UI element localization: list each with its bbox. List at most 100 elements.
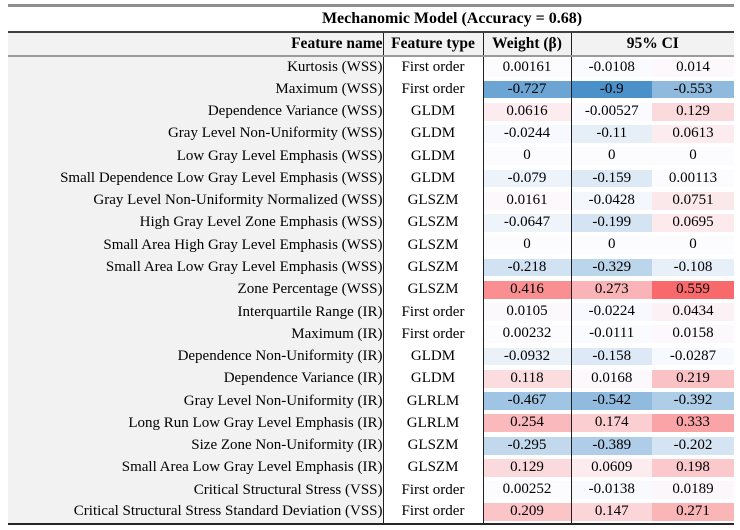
ci-high-cell-value: -0.553 — [652, 80, 735, 99]
ci-high-cell-value: 0.0613 — [652, 125, 735, 143]
feature-name-cell: Maximum (WSS) — [8, 78, 383, 101]
weight-cell: 0 — [482, 145, 571, 168]
ci-high-cell: -0.392 — [652, 389, 735, 413]
header-feature-name: Feature name — [8, 32, 383, 57]
weight-cell-value: -0.295 — [483, 436, 571, 455]
ci-low-cell-value: -0.0224 — [571, 303, 652, 321]
weight-cell-value: 0.209 — [483, 503, 571, 521]
ci-high-cell: -0.553 — [652, 78, 735, 101]
ci-high-cell-value: 0.219 — [652, 369, 735, 388]
weight-cell-value: 0.254 — [483, 414, 571, 433]
weight-cell: 0.00232 — [482, 323, 571, 346]
ci-high-cell-value: 0.198 — [652, 459, 735, 477]
weight-cell-value: -0.079 — [483, 169, 571, 188]
feature-row: Small Dependence Low Gray Level Emphasis… — [8, 167, 735, 190]
ci-high-cell-value: 0 — [652, 236, 735, 255]
feature-row: Zone Percentage (WSS) GLSZM 0.416 0.273 0.55… — [8, 278, 735, 301]
ci-high-cell-value: 0.00113 — [652, 169, 735, 188]
weight-cell-value: -0.0932 — [483, 347, 571, 366]
ci-high-cell: 0.559 — [652, 278, 735, 301]
feature-type-cell: GLSZM — [382, 256, 483, 279]
ci-high-cell: 0.129 — [652, 100, 735, 123]
weight-cell-value: 0.00252 — [483, 481, 571, 500]
feature-name-cell: Critical Structural Stress (VSS) — [8, 479, 383, 502]
ci-low-cell: -0.11 — [570, 122, 652, 146]
weight-cell-value: 0.00161 — [483, 58, 571, 77]
ci-high-cell: 0.333 — [652, 412, 735, 435]
weight-cell-value: 0.129 — [483, 459, 571, 477]
feature-row: Gray Level Non-Uniformity Normalized (WS… — [8, 189, 735, 212]
weight-cell: 0.254 — [482, 412, 571, 435]
ci-high-cell-value: 0.0434 — [652, 303, 735, 321]
feature-name-cell: High Gray Level Zone Emphasis (WSS) — [8, 211, 383, 235]
weight-cell-value: -0.218 — [483, 258, 571, 277]
feature-name-cell: Size Zone Non-Uniformity (IR) — [8, 434, 383, 457]
feature-name-cell: Small Area High Gray Level Emphasis (WSS… — [8, 234, 383, 257]
ci-low-cell-value: 0.147 — [571, 503, 652, 521]
weight-cell-value: 0.0616 — [483, 102, 571, 121]
feature-row: Dependence Non-Uniformity (IR) GLDM -0.093… — [8, 345, 735, 368]
feature-type-cell: GLRLM — [382, 389, 483, 413]
ci-high-cell-value: 0.271 — [652, 503, 735, 521]
ci-low-cell: -0.0224 — [570, 300, 652, 324]
feature-type-cell: GLSZM — [382, 189, 483, 212]
ci-high-cell-value: 0.559 — [652, 280, 735, 299]
mechanomic-model-table: Mechanomic Model (Accuracy = 0.68) Featu… — [8, 4, 735, 525]
ci-high-cell-value: -0.0287 — [652, 347, 735, 366]
feature-row: Kurtosis (WSS) First order 0.00161 -0.0108 0… — [8, 56, 735, 79]
ci-high-cell: 0.0695 — [652, 211, 735, 235]
ci-low-cell-value: -0.00527 — [571, 102, 652, 121]
feature-name-cell: Small Dependence Low Gray Level Emphasis… — [8, 167, 383, 190]
ci-low-cell-value: -0.0108 — [571, 58, 652, 77]
feature-row: Small Area Low Gray Level Emphasis (IR) G… — [8, 456, 735, 480]
weight-cell-value: 0 — [483, 147, 571, 166]
weight-cell-value: -0.0647 — [483, 214, 571, 232]
ci-low-cell: -0.199 — [570, 211, 652, 235]
weight-cell: -0.467 — [482, 389, 571, 413]
ci-low-cell: 0.174 — [570, 412, 652, 435]
weight-cell: 0.0616 — [482, 100, 571, 123]
feature-name-cell: Dependence Non-Uniformity (IR) — [8, 345, 383, 368]
feature-row: Interquartile Range (IR) First order 0.010… — [8, 300, 735, 324]
feature-name-cell: Gray Level Non-Uniformity (IR) — [8, 389, 383, 413]
ci-high-cell: 0.014 — [652, 56, 735, 79]
feature-type-cell: GLDM — [382, 100, 483, 123]
ci-low-cell-value: -0.159 — [571, 169, 652, 188]
feature-type-cell: GLDM — [382, 345, 483, 368]
feature-type-cell: GLSZM — [382, 211, 483, 235]
header-feature-type: Feature type — [382, 32, 483, 57]
ci-low-cell: -0.329 — [570, 256, 652, 279]
ci-low-cell: -0.542 — [570, 389, 652, 413]
header-95ci: 95% CI — [570, 32, 735, 57]
weight-cell: -0.079 — [482, 167, 571, 190]
ci-low-cell: 0.0609 — [570, 456, 652, 480]
ci-low-cell-value: -0.11 — [571, 125, 652, 143]
feature-name-cell: Gray Level Non-Uniformity (WSS) — [8, 122, 383, 146]
feature-name-cell: Interquartile Range (IR) — [8, 300, 383, 324]
ci-low-cell: -0.0111 — [570, 323, 652, 346]
ci-high-cell: 0.0189 — [652, 479, 735, 502]
ci-low-cell-value: -0.9 — [571, 80, 652, 99]
feature-name-cell: Low Gray Level Emphasis (WSS) — [8, 145, 383, 168]
ci-high-cell: 0.219 — [652, 367, 735, 390]
weight-cell: -0.0244 — [482, 122, 571, 146]
ci-low-cell-value: 0.0168 — [571, 369, 652, 388]
feature-type-cell: First order — [382, 323, 483, 346]
ci-high-cell-value: 0.0751 — [652, 191, 735, 210]
weight-cell: 0.00161 — [482, 56, 571, 79]
table-title: Mechanomic Model (Accuracy = 0.68) — [8, 4, 735, 33]
ci-high-cell: 0.0158 — [652, 323, 735, 346]
ci-low-cell: 0 — [570, 234, 652, 257]
table-header-row: Feature name Feature type Weight (β) 95%… — [8, 32, 735, 57]
weight-cell: 0 — [482, 234, 571, 257]
ci-low-cell: -0.0138 — [570, 479, 652, 502]
weight-cell: -0.295 — [482, 434, 571, 457]
ci-high-cell: 0 — [652, 145, 735, 168]
ci-low-cell-value: 0.0609 — [571, 459, 652, 477]
ci-high-cell-value: 0.333 — [652, 414, 735, 433]
feature-row: Dependence Variance (WSS) GLDM 0.0616 -0.00… — [8, 100, 735, 123]
ci-low-cell-value: -0.158 — [571, 347, 652, 366]
feature-row: Critical Structural Stress (VSS) First or… — [8, 479, 735, 502]
ci-low-cell: -0.0108 — [570, 56, 652, 79]
weight-cell: 0.0105 — [482, 300, 571, 324]
